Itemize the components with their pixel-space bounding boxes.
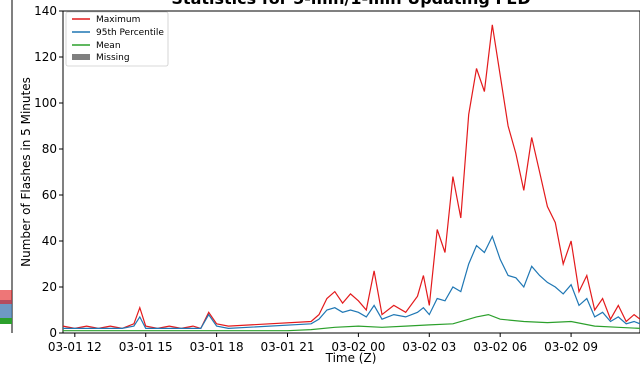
x-axis-ticks: 03-01 12 03-01 15 03-01 18 03-01 21 03-02 00… [48, 333, 598, 354]
chart-title: Statistics for 5-min/1-min Updating FED [171, 0, 530, 8]
y-tick-label: 60 [42, 188, 57, 202]
series-line-maximum [62, 24, 640, 330]
legend-label-missing: Missing [96, 53, 130, 63]
x-tick-label: 03-01 15 [119, 340, 173, 354]
legend-label-maximum: Maximum [96, 15, 140, 25]
x-tick-label: 03-02 03 [402, 340, 456, 354]
series-layer [62, 24, 640, 332]
y-tick-label: 120 [34, 50, 57, 64]
x-tick-label: 03-02 06 [473, 340, 527, 354]
x-axis-label: Time (Z) [325, 351, 377, 365]
y-tick-label: 0 [49, 326, 57, 340]
y-axis-ticks: 0 20 40 60 80 100 120 140 [34, 4, 63, 340]
y-tick-label: 140 [34, 4, 57, 18]
plot-frame [62, 10, 640, 334]
y-tick-label: 80 [42, 142, 57, 156]
x-tick-label: 03-02 09 [544, 340, 598, 354]
y-tick-label: 100 [34, 96, 57, 110]
y-axis-label: Number of Flashes in 5 Minutes [19, 77, 33, 267]
neighbor-panel-edge [0, 0, 13, 333]
x-tick-label: 03-01 18 [190, 340, 244, 354]
x-tick-label: 03-02 00 [331, 340, 385, 354]
legend-box [65, 11, 169, 67]
series-line-mean [63, 313, 640, 332]
x-tick-label: 03-01 21 [261, 340, 315, 354]
legend-swatch-missing [72, 54, 90, 60]
y-tick-label: 20 [42, 280, 57, 294]
legend-label-mean: Mean [96, 41, 121, 51]
x-tick-label: 03-01 12 [48, 340, 102, 354]
legend-label-95th: 95th Percentile [96, 28, 164, 38]
y-tick-label: 40 [42, 234, 57, 248]
series-line-95th-percentile [63, 234, 640, 330]
legend: Maximum 95th Percentile Mean Missing [65, 11, 169, 67]
